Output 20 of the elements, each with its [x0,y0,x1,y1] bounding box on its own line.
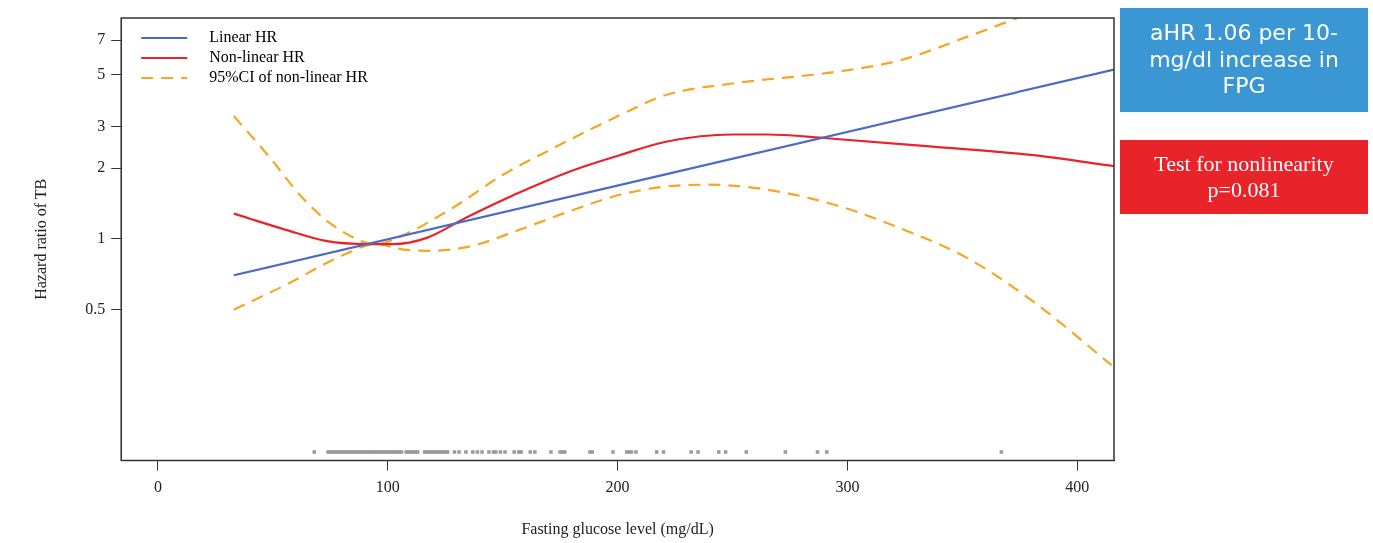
y-tick-label: 0.5 [85,299,106,317]
x-axis-title: Fasting glucose level (mg/dL) [521,519,714,538]
y-tick-label: 7 [97,30,106,48]
line-series [232,133,1114,246]
y-axis-title: Hazard ratio of TB [31,178,49,300]
x-tick-label: 300 [835,478,860,496]
x-tick-label: 400 [1065,478,1090,496]
legend-label: Non-linear HR [209,48,306,66]
x-tick-label: 100 [375,478,400,496]
y-tick-label: 5 [97,64,106,82]
x-tick-label: 0 [153,478,162,496]
y-tick-label: 2 [97,158,106,176]
x-tick-label: 200 [605,478,630,496]
text: Test for nonlinearity p=0.081 [1120,140,1368,214]
y-tick-label: 3 [97,116,106,134]
legend-label: Linear HR [209,28,278,46]
line-series [232,183,1113,367]
legend-label: 95%CI of non-linear HR [209,68,369,86]
text: aHR 1.06 per 10-mg/dl increase in FPG [1120,8,1368,112]
y-tick-label: 1 [97,229,106,247]
